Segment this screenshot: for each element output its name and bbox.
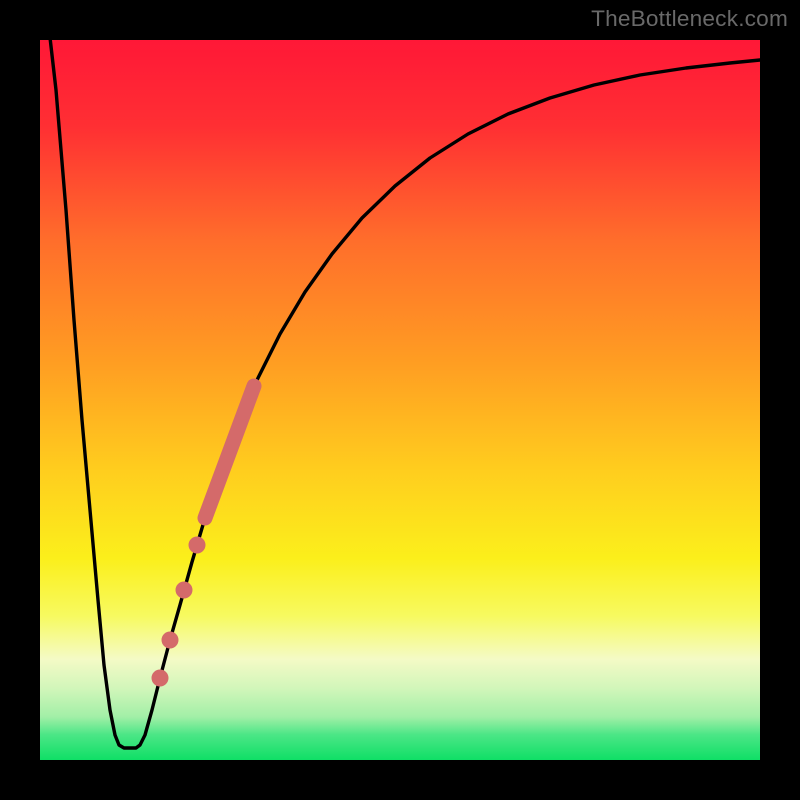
chart-frame: TheBottleneck.com [0,0,800,800]
watermark-text: TheBottleneck.com [591,6,788,32]
chart-background [0,0,800,800]
